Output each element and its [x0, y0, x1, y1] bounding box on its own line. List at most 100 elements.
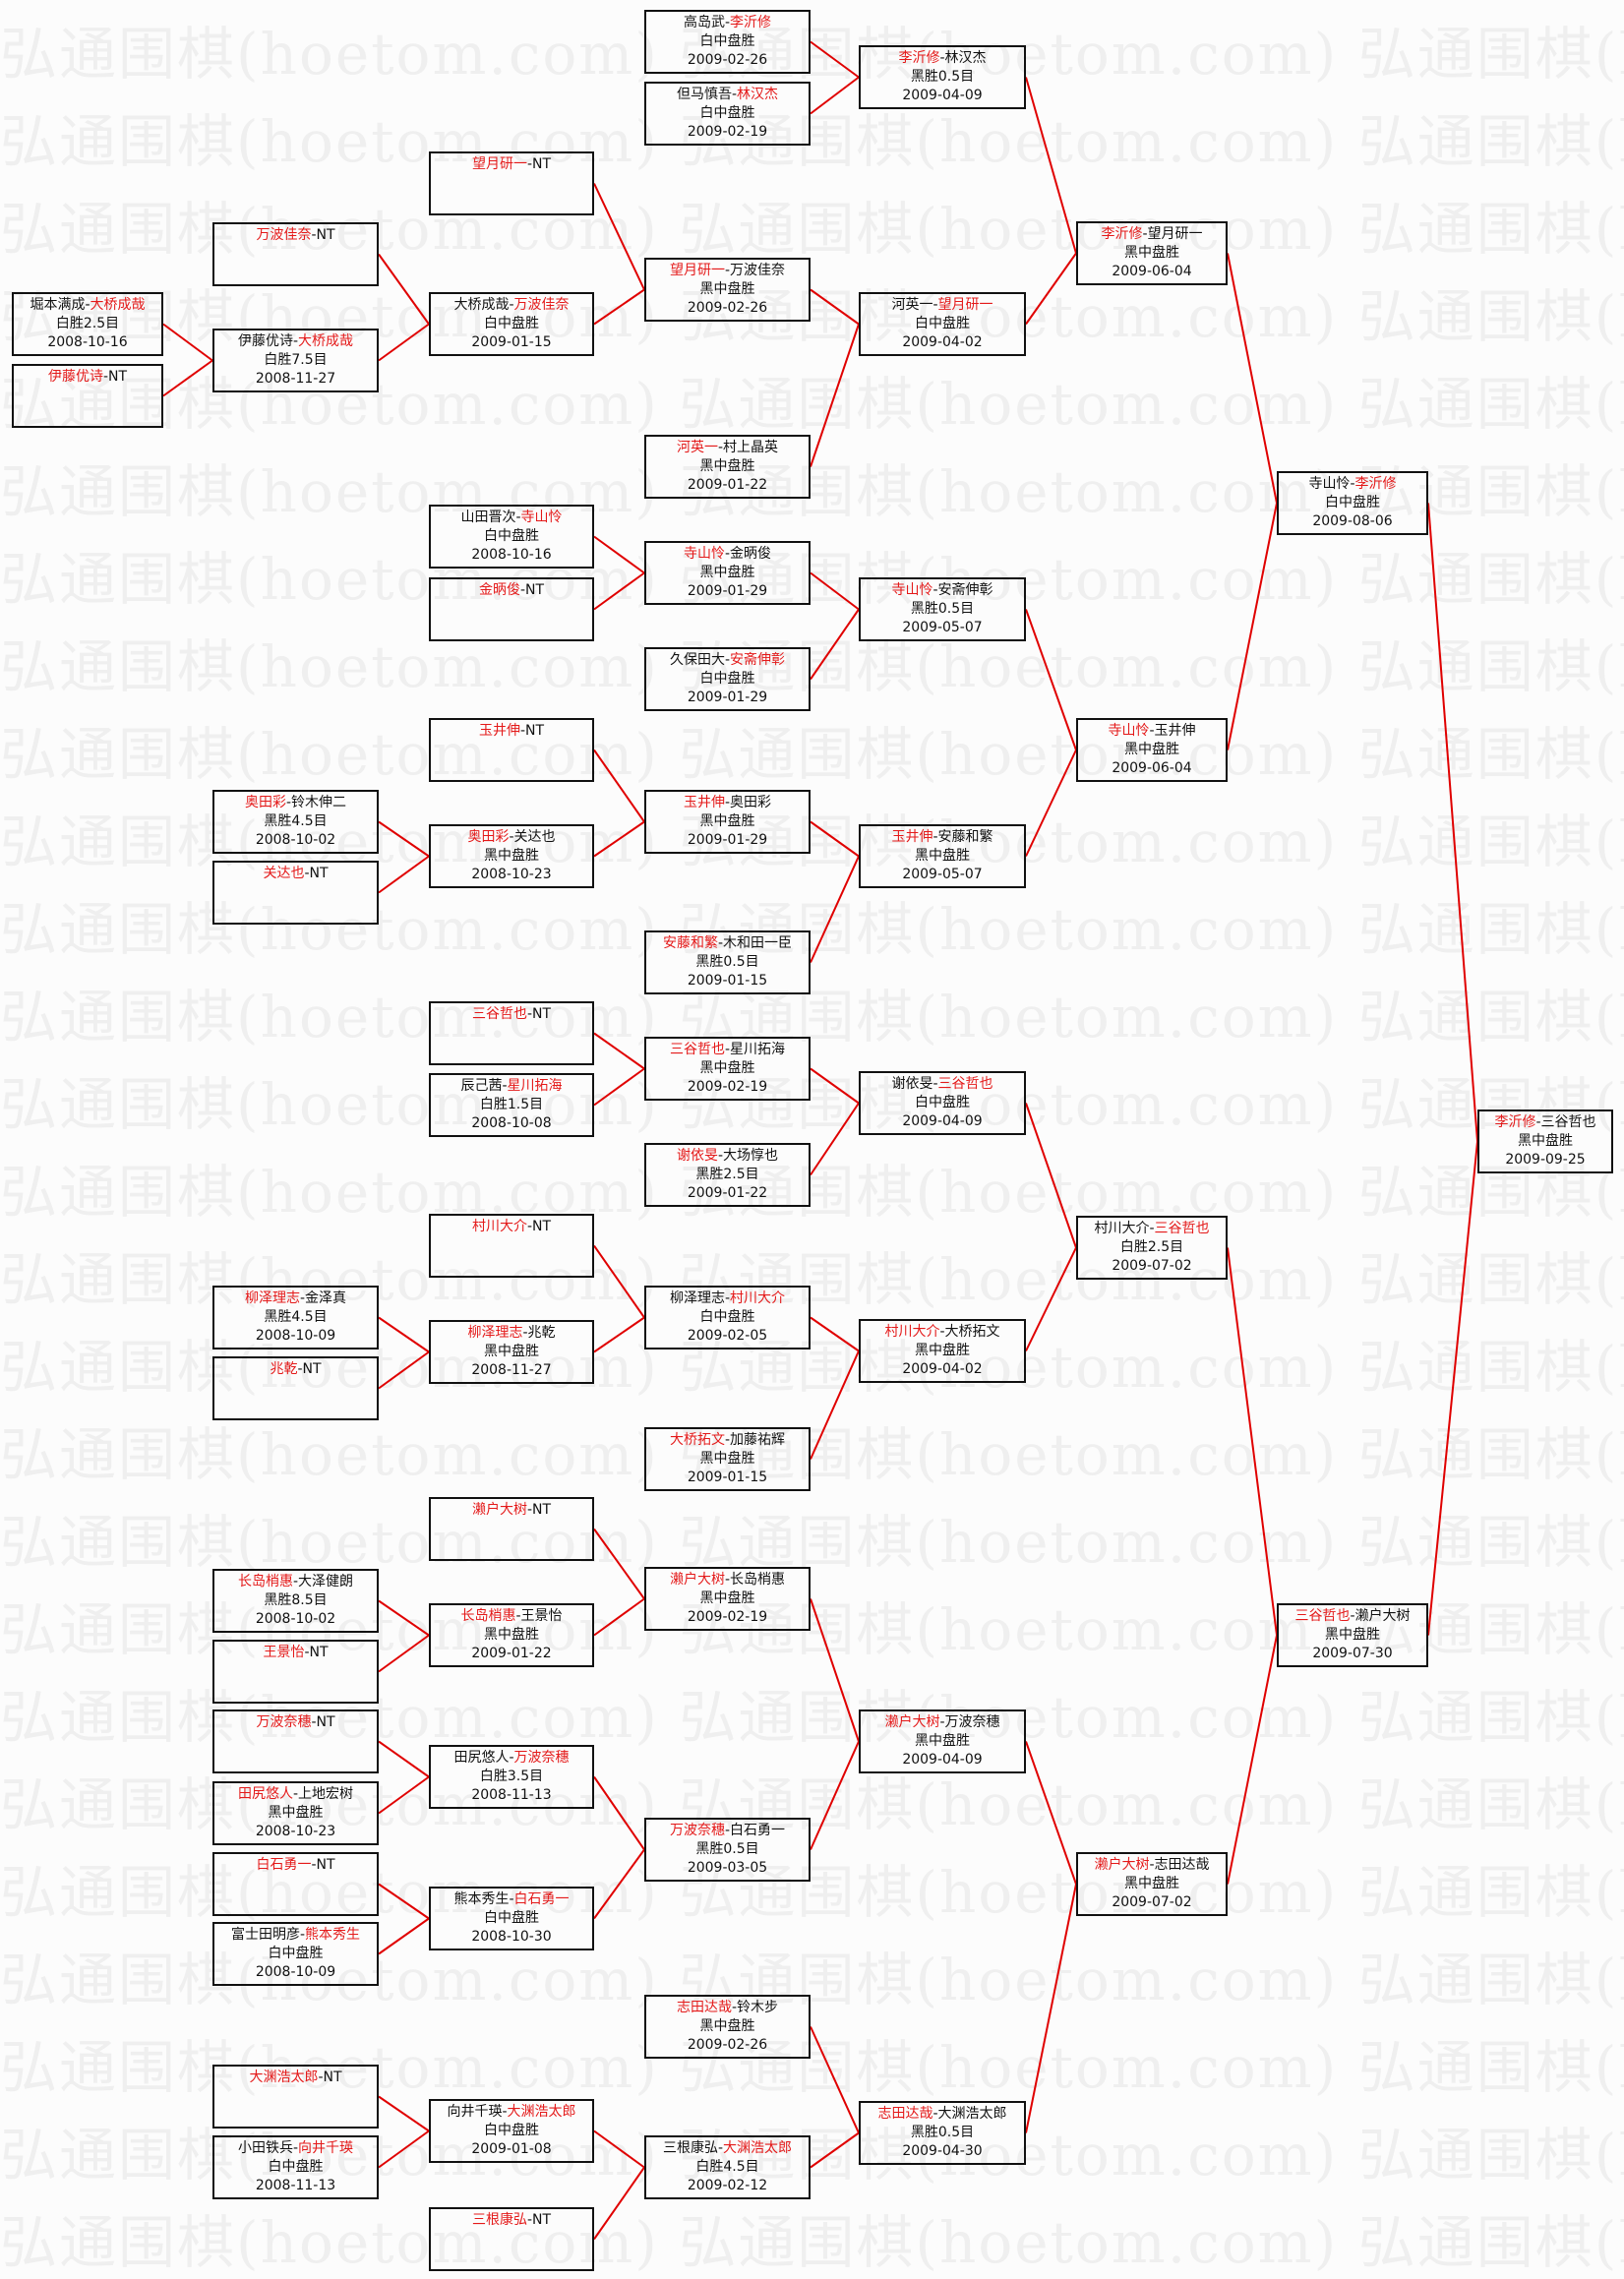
connector-line [593, 1848, 645, 1920]
match-date: 2008-10-02 [255, 1611, 336, 1627]
winner-name: 寺山怜 [683, 546, 725, 562]
player-name: 小田铁兵 [237, 2140, 293, 2156]
match-date: 2008-10-16 [47, 334, 128, 350]
match-players: 白石勇一-NT [214, 1856, 377, 1875]
connector-line [593, 1316, 645, 1353]
player-name: 濑户大树 [1354, 1608, 1411, 1624]
separator: - [526, 1502, 533, 1518]
match-date: 2009-07-30 [1312, 1646, 1393, 1661]
match-result: 黑中盘胜 [915, 1733, 970, 1749]
connector-line [810, 1316, 860, 1352]
separator: - [502, 2104, 508, 2120]
match-date: 2009-04-02 [902, 1361, 983, 1377]
winner-name: 三根康弘 [471, 2212, 527, 2228]
connector-line [378, 1634, 430, 1673]
match-date: 2008-11-13 [255, 2178, 336, 2193]
separator: - [304, 866, 310, 881]
winner-name: 大桥成哉 [298, 333, 354, 349]
connector-line [1025, 609, 1077, 750]
separator: - [932, 1076, 938, 1092]
winner-name: 安斋伸彰 [730, 652, 786, 668]
match-result: 白中盘胜 [1325, 495, 1380, 510]
connector-line [593, 2129, 645, 2169]
match-players: 村川大介-大桥拓文 [861, 1323, 1024, 1342]
separator: - [292, 2140, 299, 2156]
match-box: 河英一-望月研一 白中盘胜 2009-04-02 [859, 292, 1026, 356]
separator: - [932, 582, 938, 598]
match-result: 黑中盘胜 [699, 1060, 755, 1076]
player-name: 村上晶英 [723, 440, 779, 455]
separator: - [939, 1324, 945, 1340]
match-date: 2009-02-12 [687, 2178, 768, 2193]
winner-name: 三谷哲也 [669, 1042, 725, 1057]
match-players: 高岛武-李沂修 [646, 14, 809, 32]
connector-line [810, 1067, 860, 1105]
match-box: 三根康弘-NT [429, 2207, 594, 2271]
separator: - [717, 935, 724, 951]
player-name: 林汉杰 [944, 50, 987, 66]
match-date: 2008-10-02 [255, 832, 336, 848]
match-date: 2008-11-13 [471, 1787, 552, 1803]
match-result: 黑中盘胜 [1124, 1876, 1179, 1891]
winner-name: 玉井伸 [478, 723, 520, 739]
match-players: 关达也-NT [214, 865, 377, 883]
separator: - [724, 1290, 731, 1306]
player-name: 三根康弘 [662, 2140, 718, 2156]
connector-line [1025, 77, 1077, 254]
match-players: 大桥拓文-加藤祐辉 [646, 1431, 809, 1450]
separator: - [1350, 1608, 1355, 1624]
connector-line [593, 571, 645, 611]
match-result: 黑中盘胜 [1325, 1627, 1380, 1643]
separator: - [292, 1786, 299, 1802]
match-result: 黑胜0.5目 [695, 954, 759, 970]
player-name: 关达也 [513, 829, 556, 845]
separator: - [311, 227, 317, 243]
match-result: 黑中盘胜 [1518, 1133, 1573, 1149]
match-date: 2009-04-02 [902, 334, 983, 350]
match-box: 濑户大树-NT [429, 1497, 594, 1561]
match-result: 黑胜0.5目 [695, 1841, 759, 1857]
match-box: 玉井伸-奥田彩 黑中盘胜 2009-01-29 [644, 790, 811, 854]
separator: - [299, 1290, 306, 1306]
separator: - [509, 1891, 514, 1907]
match-box: 但马慎吾-林汉杰 白中盘胜 2009-02-19 [644, 82, 811, 146]
player-name: 大泽健朗 [298, 1574, 354, 1589]
winner-name: 星川拓海 [507, 1078, 563, 1094]
player-name: 加藤祐辉 [730, 1432, 786, 1448]
match-box: 寺山怜-金昞俊 黑中盘胜 2009-01-29 [644, 541, 811, 605]
winner-name: 寺山怜 [520, 510, 563, 525]
winner-name: 村川大介 [884, 1324, 940, 1340]
match-box: 关达也-NT [212, 861, 379, 925]
match-result: 黑中盘胜 [484, 1344, 539, 1359]
match-players: 三根康弘-NT [431, 2211, 592, 2230]
match-result: 黑胜8.5目 [264, 1592, 328, 1608]
match-result: 白胜1.5目 [479, 1097, 544, 1112]
match-players: 大渊浩太郎-NT [214, 2069, 377, 2087]
match-box: 三根康弘-大渊浩太郎 白胜4.5目 2009-02-12 [644, 2135, 811, 2199]
connector-line [810, 571, 860, 611]
match-box: 三谷哲也-NT [429, 1001, 594, 1065]
match-date: 2008-10-16 [471, 547, 552, 563]
separator: - [509, 829, 514, 845]
separator: - [724, 1042, 731, 1057]
player-name: 玉井伸 [1154, 723, 1196, 739]
connector-line [1427, 1141, 1478, 1636]
winner-name: 向井千瑛 [298, 2140, 354, 2156]
match-result: 黑中盘胜 [699, 1590, 755, 1606]
separator: - [724, 1432, 731, 1448]
match-players: 谢依旻-大场惇也 [646, 1147, 809, 1166]
match-players: 小田铁兵-向井千瑛 [214, 2139, 377, 2158]
match-players: 河英一-望月研一 [861, 296, 1024, 315]
match-date: 2008-10-23 [471, 867, 552, 882]
connector-line [1025, 252, 1077, 326]
match-date: 2009-02-19 [687, 124, 768, 140]
match-result: 黑胜4.5目 [264, 813, 328, 829]
connector-line [162, 359, 213, 397]
separator: - [292, 333, 299, 349]
match-box: 山田晋次-寺山怜 白中盘胜 2008-10-16 [429, 505, 594, 569]
winner-name: 田尻悠人 [237, 1786, 293, 1802]
separator: - [1535, 1114, 1541, 1130]
player-name: NT [309, 866, 329, 881]
match-result: 黑中盘胜 [915, 848, 970, 864]
match-players: 久保田大-安斋伸彰 [646, 651, 809, 670]
